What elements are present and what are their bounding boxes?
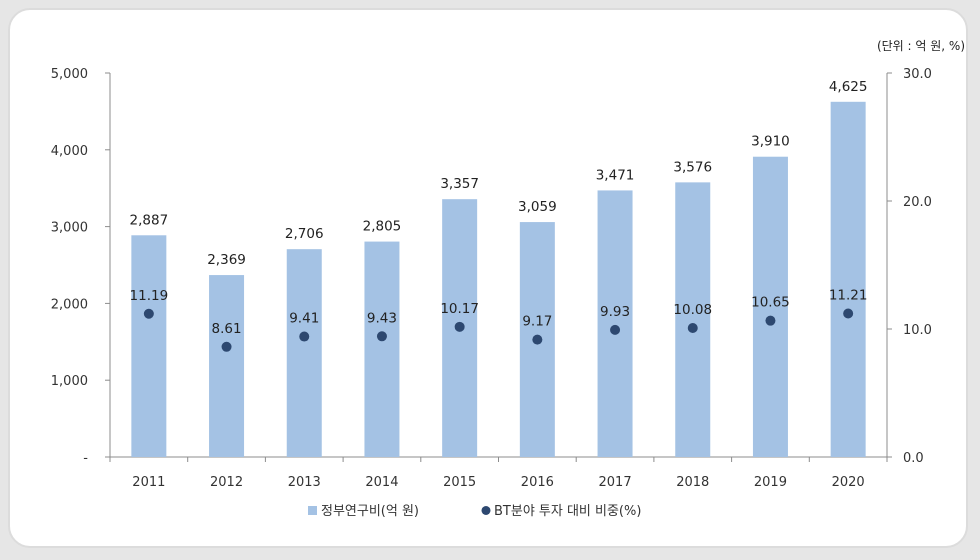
bar-labels: 2,887 2,369 2,706 2,805 3,357 3,059 3,471 3,576… bbox=[130, 79, 868, 268]
legend-dot-swatch bbox=[481, 506, 491, 515]
bar bbox=[286, 249, 322, 457]
y-right-tick-label: 20.0 bbox=[903, 195, 932, 210]
dot bbox=[687, 322, 698, 333]
dot bbox=[376, 331, 387, 342]
dot-value-label: 9.43 bbox=[367, 310, 397, 326]
y-left-tick-label: 1,000 bbox=[51, 374, 88, 389]
legend-bar-swatch bbox=[308, 506, 317, 515]
bar bbox=[209, 275, 245, 457]
dot-value-label: 9.17 bbox=[522, 314, 552, 330]
x-tick-label: 2014 bbox=[365, 475, 398, 490]
legend-bar-label: 정부연구비(억 원) bbox=[321, 504, 419, 519]
dot bbox=[454, 321, 465, 332]
x-tick-label: 2015 bbox=[443, 475, 476, 490]
bar-value-label: 4,625 bbox=[829, 79, 868, 95]
y-right-tick-label: 30.0 bbox=[903, 67, 932, 82]
bar-value-label: 3,471 bbox=[596, 167, 635, 183]
x-tick-label: 2013 bbox=[288, 475, 321, 490]
dot-value-label: 9.93 bbox=[600, 304, 630, 320]
y-left-tick-label: 2,000 bbox=[51, 297, 88, 312]
legend-dot-label: BT분야 투자 대비 비중(%) bbox=[494, 504, 641, 519]
dot-series bbox=[143, 308, 854, 352]
dot bbox=[765, 315, 776, 326]
bar bbox=[131, 235, 167, 457]
dot bbox=[143, 308, 154, 319]
y-left-tick-label: 4,000 bbox=[51, 144, 88, 159]
y-right-tick-label: 10.0 bbox=[903, 323, 932, 338]
bar-value-label: 2,706 bbox=[285, 226, 324, 242]
dot-value-label: 8.61 bbox=[212, 321, 242, 337]
y-left-tick-label: - bbox=[83, 451, 88, 466]
x-tick-label: 2018 bbox=[676, 475, 709, 490]
dot-value-label: 11.21 bbox=[829, 288, 868, 304]
dot-value-label: 10.17 bbox=[440, 301, 479, 317]
y-right-tick-label: 0.0 bbox=[903, 451, 924, 466]
dot bbox=[299, 331, 310, 342]
bar bbox=[752, 156, 788, 457]
x-tick-label: 2019 bbox=[754, 475, 787, 490]
chart-frame bbox=[8, 8, 968, 548]
bar bbox=[830, 101, 866, 458]
bar bbox=[675, 182, 711, 457]
dot bbox=[610, 324, 621, 335]
bar-series bbox=[131, 101, 866, 458]
y-left-tick-label: 5,000 bbox=[51, 67, 88, 82]
x-tick-label: 2017 bbox=[599, 475, 632, 490]
dot bbox=[843, 308, 854, 319]
dot-value-label: 9.41 bbox=[289, 311, 319, 327]
bar bbox=[364, 241, 400, 457]
dot-labels: 11.19 8.61 9.41 9.43 10.17 9.17 9.93 10.08 10.65… bbox=[130, 288, 868, 337]
dot-value-label: 10.08 bbox=[673, 302, 712, 318]
bar-value-label: 2,887 bbox=[130, 212, 169, 228]
bar bbox=[597, 190, 633, 458]
x-tick-label: 2011 bbox=[132, 475, 165, 490]
bar-value-label: 3,576 bbox=[673, 159, 712, 175]
x-tick-label: 2020 bbox=[832, 475, 865, 490]
axes: - 1,000 2,000 3,000 4,000 5,000 0.0 10.0 20.0 30.… bbox=[51, 67, 932, 466]
bar-value-label: 3,357 bbox=[440, 176, 479, 192]
unit-note: (단위 : 억 원, %) bbox=[877, 39, 965, 53]
x-tick-label: 2012 bbox=[210, 475, 243, 490]
x-tick-label: 2016 bbox=[521, 475, 554, 490]
bar-value-label: 3,910 bbox=[751, 134, 790, 150]
bar-value-label: 3,059 bbox=[518, 199, 557, 215]
y-left-tick-label: 3,000 bbox=[51, 221, 88, 236]
dot-value-label: 11.19 bbox=[130, 288, 169, 304]
dot bbox=[532, 334, 543, 345]
bar-value-label: 2,805 bbox=[363, 219, 402, 235]
x-tick-labels: 2011 2012 2013 2014 2015 2016 2017 2018 2019 2020 bbox=[132, 475, 864, 490]
dot bbox=[221, 341, 232, 352]
bar-value-label: 2,369 bbox=[207, 252, 246, 268]
legend: 정부연구비(억 원) BT분야 투자 대비 비중(%) bbox=[308, 504, 641, 519]
dot-value-label: 10.65 bbox=[751, 295, 790, 311]
